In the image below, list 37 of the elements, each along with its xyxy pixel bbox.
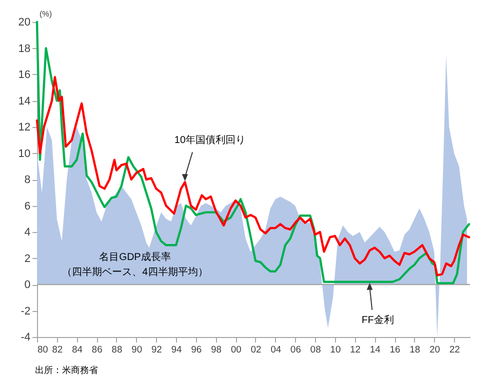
x-tick-label: 02 [250,344,262,356]
x-tick-label: 08 [310,344,321,356]
x-tick-label: 92 [151,344,162,356]
x-tick-label: 04 [270,344,282,356]
y-tick-label: 8 [24,174,30,186]
y-tick-label: 12 [18,122,30,134]
x-tick-label: 16 [390,344,400,356]
x-tick-label: 12 [350,344,361,356]
x-tick-label: 18 [410,344,420,356]
x-tick-label: 96 [191,344,202,356]
x-tick-label: 94 [171,344,182,356]
y-tick-label: -2 [20,305,30,318]
x-tick-label: 22 [449,344,460,356]
y-axis-title: (%) [40,10,52,18]
y-tick-label: -4 [20,332,30,344]
x-tick-label: 90 [132,344,142,356]
y-tick-label: 16 [18,69,30,81]
x-tick-label: 10 [330,344,341,356]
text: 出所：米商務省 [35,365,98,375]
y-tick-label: 10 [18,148,30,160]
x-tick-label: 20 [429,344,440,356]
x-tick-label: 00 [230,344,242,356]
y-tick-label: 18 [18,42,30,55]
y-tick-label: 0 [24,279,30,291]
x-tick-label: 84 [72,344,83,356]
x-tick-label: 88 [112,344,122,356]
y-tick-label: 20 [18,16,30,28]
x-tick-label: 82 [52,344,63,356]
x-tick-label: 14 [370,344,380,356]
x-tick-label: 86 [92,344,102,356]
y-tick-label: 4 [24,226,30,238]
x-tick-label: 98 [210,344,222,356]
y-tick-label: 2 [24,252,30,265]
x-tick-label: 06 [290,344,301,356]
x-tick-label: 80 [38,344,48,356]
y-tick-label: 6 [24,200,30,212]
y-tick-label: 14 [18,95,30,108]
